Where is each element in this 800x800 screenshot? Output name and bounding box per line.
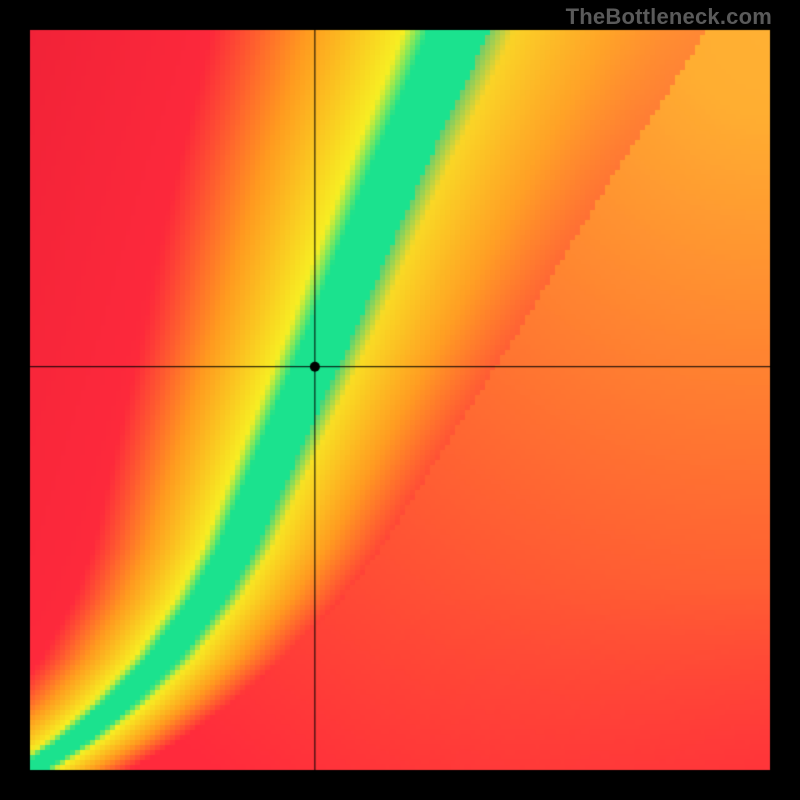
bottleneck-heatmap xyxy=(0,0,800,800)
watermark-text: TheBottleneck.com xyxy=(566,4,772,30)
